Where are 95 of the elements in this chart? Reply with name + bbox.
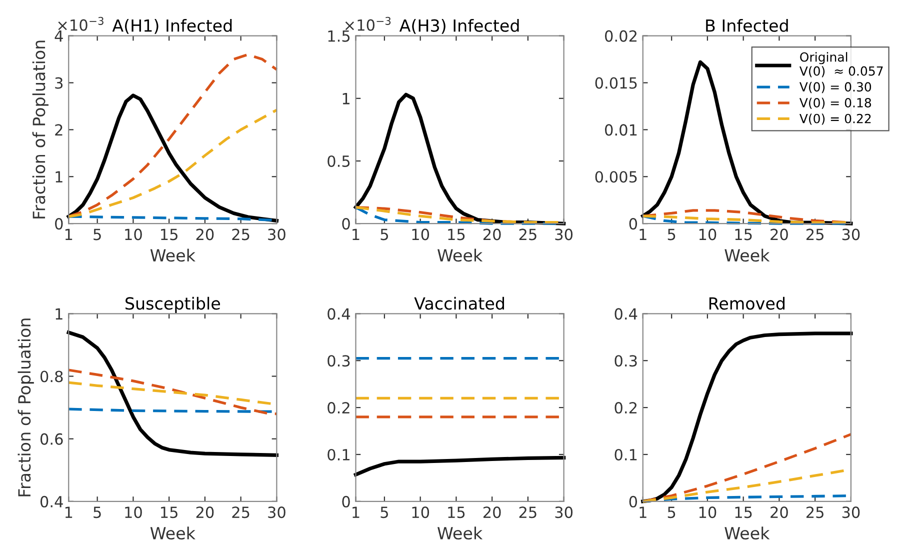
x-axis-title: Week (438, 248, 483, 262)
y-tick-label: 0.4 (328, 308, 350, 320)
x-tick-label: 30 (842, 228, 860, 240)
x-tick-label: 1 (65, 506, 72, 518)
text: ×10$^{−3}$ (345, 16, 391, 31)
x-tick-label: 25 (806, 506, 824, 518)
x-tick-label: 5 (668, 506, 676, 518)
x-tick-label: 5 (668, 228, 676, 240)
x-tick-label: 1 (640, 228, 646, 240)
x-tick-label: 5 (94, 228, 101, 240)
x-tick-label: 20 (196, 506, 214, 518)
x-tick-label: 10 (412, 506, 430, 518)
x-tick-label: 10 (699, 506, 716, 518)
x-tick-label: 1 (352, 228, 360, 240)
line-series (67, 368, 278, 416)
x-tick-label: 10 (699, 228, 716, 240)
x-tick-label: 15 (735, 228, 752, 240)
y-tick-label: 0 (55, 218, 63, 230)
legend-label: Original V(0) ≈ 0.057 (799, 52, 883, 78)
legend-label: V(0) = 0.22 (799, 114, 871, 125)
y-tick-label: 0.5 (328, 155, 350, 167)
y-tick-label: 0.015 (595, 77, 637, 89)
y-tick-label: 0 (629, 496, 638, 508)
x-tick-label: 30 (842, 506, 860, 518)
y-tick-label: 1 (56, 308, 62, 320)
line-series (66, 330, 278, 457)
x-tick-label: 30 (555, 228, 573, 240)
chart-title: Removed (709, 296, 785, 310)
x-tick-label: 20 (770, 506, 788, 518)
x-axis-title: Week (150, 248, 196, 262)
x-tick-label: 15 (735, 506, 752, 518)
y-tick-label: 3 (55, 77, 63, 89)
x-axis-title: Week (724, 248, 770, 262)
y-tick-label: 0.005 (595, 171, 637, 183)
x-tick-label: 30 (268, 228, 286, 240)
y-tick-label: 2 (55, 124, 62, 136)
x-tick-label: 1 (65, 228, 72, 240)
y-tick-label: 0.4 (614, 308, 638, 320)
x-tick-label: 30 (268, 506, 286, 518)
chart-title: Susceptible (126, 296, 220, 313)
x-tick-label: 20 (483, 506, 501, 518)
y-tick-label: 0.8 (40, 370, 63, 382)
y-tick-label: 0.1 (614, 448, 637, 460)
chart-title: Vaccinated (414, 296, 504, 310)
x-axis-title: Week (438, 526, 483, 540)
y-axis-title: Fraction of Popluation (18, 318, 34, 496)
x-tick-label: 25 (232, 506, 250, 518)
y-tick-label: 0.2 (614, 402, 636, 414)
chart-title: A(H3) Infected (399, 18, 519, 34)
x-tick-label: 30 (555, 506, 573, 518)
x-tick-label: 5 (94, 506, 101, 518)
y-tick-label: 0.6 (40, 433, 63, 445)
y-tick-label: 0.01 (605, 124, 637, 136)
y-tick-label: 0.3 (328, 355, 350, 367)
x-axis-title: Week (724, 526, 770, 540)
x-tick-label: 5 (380, 506, 388, 518)
x-tick-label: 1 (352, 506, 360, 518)
x-tick-label: 25 (519, 228, 536, 240)
y-tick-label: 0 (629, 218, 638, 230)
y-tick-label: 1 (56, 171, 62, 182)
x-tick-label: 25 (519, 506, 536, 518)
x-tick-label: 10 (412, 228, 430, 240)
y-tick-label: 0.3 (614, 355, 637, 367)
x-tick-label: 25 (232, 228, 250, 240)
line-series (67, 53, 278, 218)
y-tick-label: 4 (54, 30, 63, 42)
y-tick-label: 1.5 (328, 30, 350, 42)
y-tick-label: 1 (342, 93, 350, 104)
x-tick-label: 15 (161, 506, 178, 518)
x-tick-label: 1 (640, 506, 646, 518)
legend-label: V(0) = 0.18 (799, 98, 872, 109)
y-tick-label: 0.02 (605, 30, 636, 42)
y-tick-label: 0.1 (328, 448, 350, 460)
y-tick-label: 0.2 (328, 402, 350, 414)
y-tick-label: 0.4 (40, 496, 63, 508)
x-tick-label: 20 (483, 228, 501, 240)
x-tick-label: 20 (196, 228, 214, 240)
y-tick-label: 0 (342, 496, 350, 508)
x-tick-label: 15 (448, 506, 465, 518)
y-tick-label: 0 (342, 218, 350, 230)
line-series (67, 108, 278, 218)
chart-title: A(H1) Infected (112, 18, 232, 34)
y-axis-title: Fraction of Popluation (32, 40, 48, 218)
legend-label: V(0) = 0.30 (799, 82, 872, 94)
x-tick-label: 15 (161, 228, 178, 240)
x-tick-label: 10 (125, 506, 142, 518)
x-axis-title: Week (150, 526, 196, 540)
x-tick-label: 10 (125, 228, 142, 240)
line-series (354, 456, 566, 476)
x-tick-label: 25 (806, 228, 824, 240)
chart-title: B Infected (706, 18, 788, 32)
x-tick-label: 5 (380, 228, 388, 240)
x-tick-label: 15 (448, 228, 465, 240)
text: ×10$^{−3}$ (58, 16, 104, 31)
x-tick-label: 20 (770, 228, 788, 240)
